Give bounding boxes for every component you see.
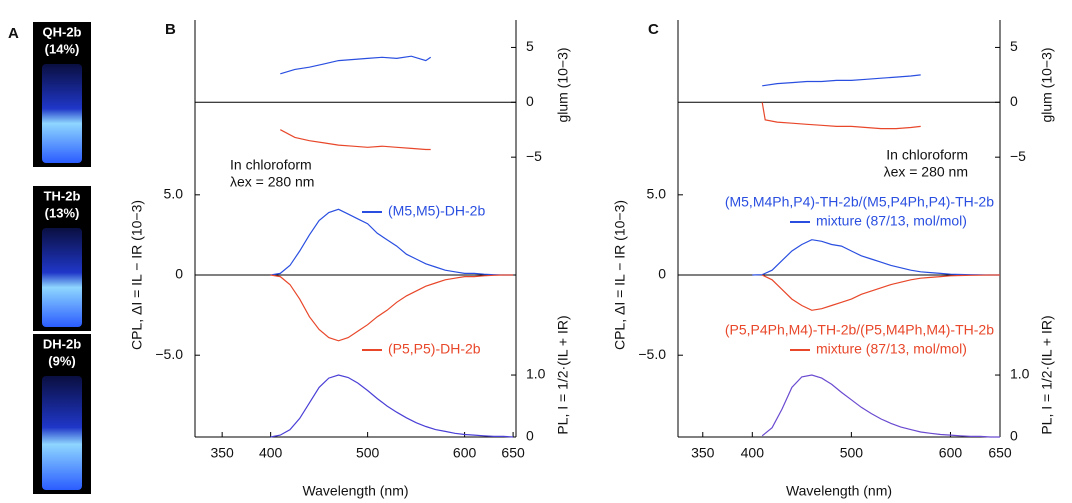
series-line bbox=[270, 274, 514, 342]
vial bbox=[42, 376, 82, 490]
y-tick-label: 5 bbox=[1010, 38, 1018, 54]
y2-axis-title: glum (10−3) bbox=[555, 47, 571, 122]
x-tick-label: 500 bbox=[356, 445, 380, 461]
y-tick-label: 0 bbox=[1010, 428, 1018, 444]
x-tick-label: 400 bbox=[259, 445, 283, 461]
vial-yield: (13%) bbox=[45, 205, 80, 220]
x-tick-label: 350 bbox=[210, 445, 234, 461]
y-tick-label: 5 bbox=[526, 38, 534, 54]
panel-letter: B bbox=[165, 21, 176, 38]
y-tick-label: −5 bbox=[1010, 148, 1026, 164]
vial-name: TH-2b bbox=[44, 188, 81, 203]
vial-yield: (9%) bbox=[48, 353, 75, 368]
annotation: λex = 280 nm bbox=[230, 174, 314, 190]
series-line bbox=[761, 102, 921, 130]
y-axis-title: CPL, ΔI = IL − IR (10−3) bbox=[612, 200, 628, 350]
series-line bbox=[752, 239, 1000, 276]
x-axis-title: Wavelength (nm) bbox=[302, 483, 408, 499]
legend-title: (P5,P4Ph,M4)-TH-2b/(P5,M4Ph,M4)-TH-2b bbox=[725, 322, 994, 338]
x-tick-label: 600 bbox=[453, 445, 477, 461]
series-line bbox=[270, 374, 514, 438]
y-tick-label: −5 bbox=[526, 148, 542, 164]
vial-yield: (14%) bbox=[45, 41, 80, 56]
y-tick-label: 0 bbox=[658, 266, 666, 282]
annotation: In chloroform bbox=[230, 157, 312, 173]
annotation: In chloroform bbox=[886, 147, 968, 163]
panel-letter: A bbox=[8, 25, 19, 42]
y-tick-label: 1.0 bbox=[1010, 366, 1030, 382]
legend-label: mixture (87/13, mol/mol) bbox=[816, 213, 967, 229]
vial-name: QH-2b bbox=[43, 24, 82, 39]
vial-name: DH-2b bbox=[43, 336, 81, 351]
series-line bbox=[270, 208, 514, 276]
y-tick-label: 0 bbox=[175, 266, 183, 282]
series-line bbox=[280, 55, 432, 75]
y-tick-label: 0 bbox=[1010, 93, 1018, 109]
x-tick-label: 500 bbox=[840, 445, 864, 461]
y-tick-label: 5.0 bbox=[647, 186, 667, 202]
series-line bbox=[761, 374, 1000, 438]
y-tick-label: 5.0 bbox=[164, 186, 184, 202]
y-tick-label: 0 bbox=[526, 428, 534, 444]
x-tick-label: 650 bbox=[988, 445, 1012, 461]
y-tick-label: 1.0 bbox=[526, 366, 546, 382]
y3-axis-title: PL, I = 1/2·(IL + IR) bbox=[1039, 315, 1055, 434]
x-tick-label: 350 bbox=[691, 445, 715, 461]
series-line bbox=[761, 274, 1000, 311]
x-tick-label: 600 bbox=[939, 445, 963, 461]
legend-label: mixture (87/13, mol/mol) bbox=[816, 341, 967, 357]
y3-axis-title: PL, I = 1/2·(IL + IR) bbox=[555, 315, 571, 434]
y2-axis-title: glum (10−3) bbox=[1039, 47, 1055, 122]
x-tick-label: 650 bbox=[501, 445, 525, 461]
series-line bbox=[762, 74, 921, 87]
y-tick-label: −5.0 bbox=[155, 346, 183, 362]
vial bbox=[42, 228, 82, 327]
panel-letter: C bbox=[648, 21, 659, 38]
x-axis-title: Wavelength (nm) bbox=[786, 483, 892, 499]
series-line bbox=[280, 129, 431, 151]
legend-label: (M5,M5)-DH-2b bbox=[388, 203, 485, 219]
x-tick-label: 400 bbox=[741, 445, 765, 461]
legend-title: (M5,M4Ph,P4)-TH-2b/(M5,P4Ph,P4)-TH-2b bbox=[725, 194, 994, 210]
y-tick-label: 0 bbox=[526, 93, 534, 109]
vial bbox=[42, 64, 82, 163]
y-tick-label: −5.0 bbox=[638, 346, 666, 362]
y-axis-title: CPL, ΔI = IL − IR (10−3) bbox=[129, 200, 145, 350]
legend-label: (P5,P5)-DH-2b bbox=[388, 341, 481, 357]
annotation: λex = 280 nm bbox=[884, 164, 968, 180]
